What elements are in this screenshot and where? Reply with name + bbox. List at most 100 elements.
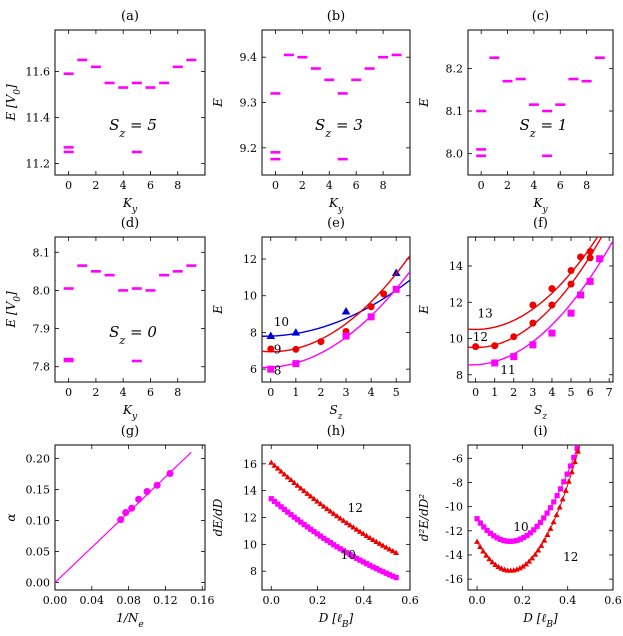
x-tick-label: 0.08	[116, 594, 141, 607]
x-tick-label: 0.4	[355, 594, 373, 607]
y-tick-label: 8.1	[33, 246, 51, 259]
series-10-point	[291, 328, 301, 336]
axes-frame	[261, 29, 411, 176]
y-tick-label: -10	[445, 501, 463, 514]
x-tick-label: 0	[272, 179, 279, 192]
data-layer	[262, 255, 410, 373]
panel-label: (f)	[533, 216, 548, 231]
y-tick-label: 14	[243, 485, 257, 498]
annotation: Sz = 0	[109, 323, 157, 347]
series-9-point	[367, 303, 375, 311]
y-axis-label: E	[211, 305, 225, 315]
y-tick-label: 9.2	[240, 142, 258, 155]
curve-label: 10	[341, 548, 356, 562]
curve-label: 9	[274, 343, 282, 357]
x-tick-label: 3	[343, 386, 350, 399]
series-8-fit	[262, 271, 410, 369]
x-tick-label: 0.12	[153, 594, 178, 607]
x-tick-label: 8	[174, 179, 181, 192]
panel-c: 0 2 4 6 8 8.0 8.1 8.2 (c) Ky E Sz = 1	[417, 9, 614, 215]
series-12-point	[567, 280, 575, 288]
x-tick-label: 2	[317, 386, 324, 399]
panel-label: (d)	[121, 216, 139, 231]
series-alpha-point	[153, 481, 161, 489]
data-layer	[63, 264, 197, 363]
y-tick-label: 8.0	[446, 148, 464, 161]
y-tick-label: -6	[452, 452, 463, 465]
series-10-point	[588, 405, 593, 410]
panel-label: (b)	[327, 9, 345, 24]
series-8-point	[342, 332, 350, 340]
curve-label: 12	[563, 550, 578, 564]
series-10-point	[585, 416, 590, 421]
series-13-point	[567, 267, 575, 275]
data-layer	[63, 58, 197, 154]
x-tick-label: 4	[548, 386, 555, 399]
series-11-point	[567, 309, 575, 317]
series-12-point	[491, 342, 499, 350]
x-tick-label: 0	[472, 386, 479, 399]
series-13-point	[529, 301, 537, 309]
x-axis-label: Ky	[122, 403, 138, 422]
x-axis-label: Ky	[328, 196, 344, 215]
x-tick-label: 0	[267, 386, 274, 399]
y-tick-label: 8	[456, 369, 463, 382]
x-tick-label: 3	[529, 386, 536, 399]
series-8-point	[367, 313, 375, 321]
axes-frame	[261, 236, 411, 383]
x-tick-label: 8	[174, 386, 181, 399]
panel-b: 0 2 4 6 8 9.2 9.3 9.4 (b) Ky E Sz = 3	[211, 9, 411, 215]
x-axis-label: D [ℓB]	[318, 611, 354, 630]
x-tick-label: 0.00	[43, 594, 68, 607]
y-axis-label: E [V0]	[4, 84, 23, 122]
series-11-point	[510, 353, 518, 361]
series-alpha-point	[122, 509, 130, 517]
y-tick-label: 0.05	[26, 546, 51, 559]
data-layer	[476, 56, 605, 158]
series-alpha-point	[128, 504, 136, 512]
series-12-line	[270, 462, 397, 554]
y-tick-label: 8	[250, 565, 257, 578]
y-axis-label: E [V0]	[4, 291, 23, 329]
y-axis-label: E	[417, 305, 431, 315]
series-10-line	[476, 445, 579, 542]
y-tick-label: -16	[445, 573, 463, 586]
series-12-point	[596, 361, 602, 366]
y-tick-label: 16	[243, 458, 257, 471]
series-10-fit	[262, 279, 410, 337]
series-10-point	[341, 307, 351, 315]
panel-label: (h)	[327, 424, 346, 439]
x-tick-label: 0.6	[401, 594, 419, 607]
series-12-point	[472, 343, 480, 351]
series-12-point	[584, 414, 590, 419]
y-tick-label: 10	[243, 290, 257, 303]
x-tick-label: 0	[65, 386, 72, 399]
series-12-point	[586, 254, 594, 262]
series-13-point	[577, 253, 585, 261]
x-tick-label: 5	[568, 386, 575, 399]
y-axis-label: E	[211, 98, 225, 108]
y-tick-label: 0.15	[26, 484, 51, 497]
y-tick-label: 12	[243, 253, 257, 266]
x-tick-label: 0.4	[559, 594, 577, 607]
series-alpha-point	[117, 516, 125, 524]
y-tick-label: 0.10	[26, 515, 51, 528]
x-tick-label: 0.6	[604, 594, 622, 607]
series-alpha-point	[166, 470, 174, 478]
series-9-point	[292, 345, 300, 353]
x-tick-label: 1	[292, 386, 299, 399]
series-12-point	[474, 538, 481, 544]
x-tick-label: 0.0	[468, 594, 486, 607]
x-tick-label: 0	[65, 179, 72, 192]
x-tick-label: 4	[368, 386, 375, 399]
series-10-point	[391, 268, 401, 277]
y-tick-label: 11.2	[26, 157, 51, 170]
y-tick-label: 14	[449, 260, 463, 273]
series-11-point	[529, 341, 537, 349]
series-11-point	[548, 329, 556, 337]
series-10-point	[595, 382, 600, 387]
series-alpha-point	[135, 495, 143, 503]
x-tick-label: 0.2	[514, 594, 532, 607]
